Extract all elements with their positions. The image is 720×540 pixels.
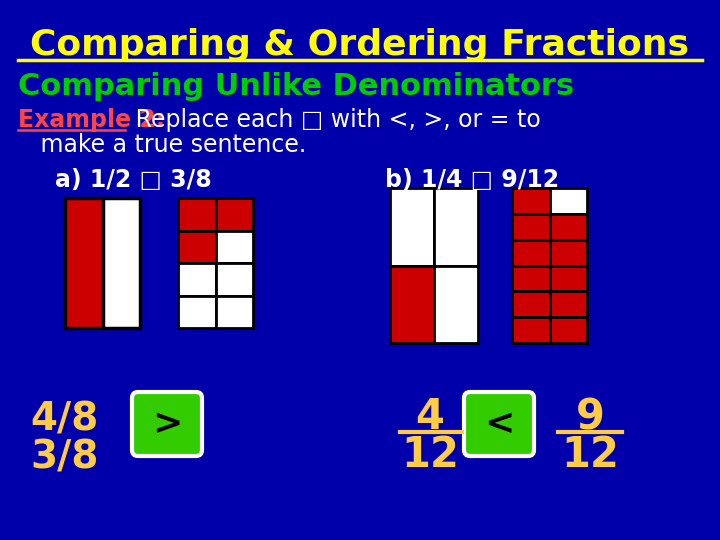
Bar [178, 295, 215, 328]
Bar [549, 188, 587, 214]
Bar [178, 263, 215, 295]
Text: 4/8: 4/8 [30, 400, 98, 438]
Bar [512, 292, 549, 317]
Text: Example 2:: Example 2: [18, 108, 165, 132]
FancyBboxPatch shape [132, 392, 202, 456]
Bar [512, 240, 549, 266]
Bar [549, 214, 587, 240]
Text: 9: 9 [575, 396, 604, 438]
Text: Comparing Unlike Denominators: Comparing Unlike Denominators [18, 72, 574, 101]
Text: a) 1/2 □ 3/8: a) 1/2 □ 3/8 [55, 168, 212, 192]
Text: 12: 12 [561, 434, 619, 476]
Bar [512, 214, 549, 240]
Bar [512, 266, 549, 292]
Text: 3/8: 3/8 [30, 438, 99, 476]
Text: 4: 4 [415, 396, 444, 438]
Bar [390, 266, 434, 343]
Bar [65, 198, 102, 328]
Bar [549, 317, 587, 343]
Bar [215, 198, 253, 231]
Bar [434, 188, 478, 266]
Bar [512, 188, 549, 214]
Bar [178, 231, 215, 263]
Bar [390, 188, 434, 266]
Bar [178, 198, 215, 231]
Text: 12: 12 [401, 434, 459, 476]
Text: <: < [484, 407, 514, 441]
Text: b) 1/4 □ 9/12: b) 1/4 □ 9/12 [385, 168, 559, 192]
Bar [65, 198, 140, 328]
Text: Comparing & Ordering Fractions: Comparing & Ordering Fractions [30, 28, 690, 62]
Text: >: > [152, 407, 182, 441]
Bar [549, 266, 587, 292]
Text: Replace each □ with <, >, or = to: Replace each □ with <, >, or = to [128, 108, 541, 132]
Bar [512, 317, 549, 343]
Bar [434, 266, 478, 343]
Text: make a true sentence.: make a true sentence. [18, 133, 306, 157]
FancyBboxPatch shape [464, 392, 534, 456]
Bar [549, 240, 587, 266]
Bar [65, 198, 140, 328]
Bar [215, 295, 253, 328]
Bar [549, 292, 587, 317]
Bar [215, 231, 253, 263]
Bar [215, 263, 253, 295]
